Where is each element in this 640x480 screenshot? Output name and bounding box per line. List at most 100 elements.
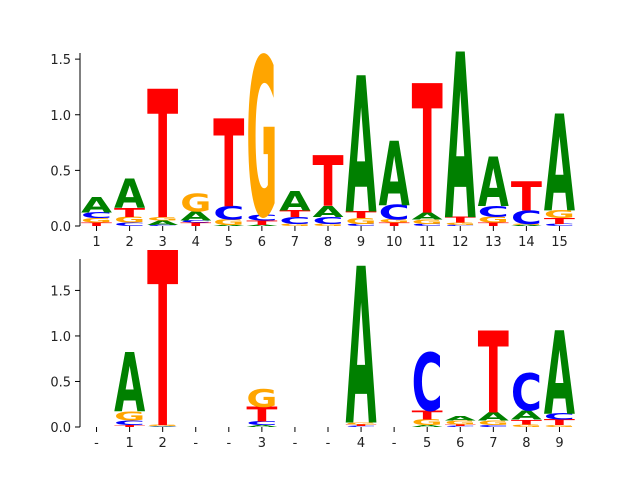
logo-letter-C: C	[312, 216, 343, 227]
logo-letter-G: G	[114, 216, 145, 225]
logo-letter-C: C	[114, 420, 145, 427]
logo-letter-A: A	[147, 219, 179, 226]
x-tick-label: -	[392, 436, 397, 451]
logo-letter-A: A	[544, 309, 575, 441]
logo-letter-T: T	[180, 222, 211, 227]
logo-letter-T: T	[478, 222, 509, 227]
x-tick-label: 2	[159, 436, 167, 451]
logo-letter-T: T	[445, 424, 476, 427]
logo-letter-A: A	[544, 89, 575, 243]
x-tick-label: -	[226, 436, 231, 451]
logo-letter-C: C	[246, 421, 277, 427]
logo-letter-A: A	[412, 425, 443, 428]
y-tick-label: 1.5	[50, 53, 71, 68]
logo-letter-G: G	[180, 188, 211, 217]
x-tick-label: -	[193, 436, 198, 451]
logo-letter-G: G	[412, 218, 443, 225]
logo-letter-T: T	[544, 418, 576, 427]
logo-letter-G: G	[81, 217, 112, 224]
logo-letter-G: G	[478, 420, 509, 427]
x-tick-label: 4	[192, 235, 200, 250]
logo-letter-A: A	[379, 124, 410, 227]
logo-letter-A: A	[246, 425, 277, 428]
x-tick-label: 7	[291, 235, 299, 250]
y-tick-label: 1.5	[50, 284, 71, 299]
logo-letter-T: T	[511, 174, 543, 221]
logo-letter-C: C	[445, 426, 476, 427]
logo-letter-T: T	[81, 222, 112, 227]
logo-letter-A: A	[346, 224, 377, 474]
logo-letter-C: C	[147, 225, 178, 227]
logo-letter-G: G	[246, 13, 277, 267]
logo-letter-C: C	[147, 426, 178, 427]
logo-letter-G: G	[412, 419, 443, 428]
logo-letter-A: A	[511, 225, 542, 227]
x-tick-label: 4	[357, 436, 365, 451]
x-tick-label: 8	[324, 235, 332, 250]
logo-letter-T: T	[279, 208, 311, 219]
logo-letter-T: T	[412, 48, 443, 255]
logo-letter-C: C	[544, 223, 575, 227]
logo-letter-C: C	[478, 425, 509, 428]
logo-letter-G: G	[147, 425, 178, 426]
logo-letter-A: A	[246, 225, 277, 227]
x-tick-label: 3	[258, 436, 266, 451]
logo-letter-C: C	[511, 207, 542, 229]
x-tick-label: 9	[555, 436, 563, 451]
x-tick-label: 14	[518, 235, 535, 250]
logo-letter-C: C	[213, 202, 244, 224]
logo-letter-C: C	[412, 338, 443, 430]
x-tick-label: 11	[419, 235, 436, 250]
logo-letter-T: T	[147, 201, 178, 480]
logo-letter-T: T	[213, 95, 244, 235]
logo-letter-T: T	[246, 403, 277, 427]
logo-letter-G: G	[511, 224, 542, 226]
logo-letter-T: T	[412, 408, 443, 423]
x-tick-label: 6	[258, 235, 266, 250]
logo-letter-G: G	[544, 208, 575, 221]
logo-letter-A: A	[114, 338, 145, 432]
logo-letter-G: G	[511, 424, 542, 428]
x-tick-label: 9	[357, 235, 365, 250]
logo-letter-C: C	[346, 223, 377, 227]
x-tick-label: 5	[225, 235, 233, 250]
logo-letter-C: C	[246, 214, 277, 223]
x-tick-label: 10	[386, 235, 403, 250]
logo-letter-T: T	[312, 141, 343, 223]
logo-letter-T: T	[544, 217, 576, 226]
logo-letter-G: G	[114, 409, 145, 424]
x-tick-label: 8	[522, 436, 530, 451]
logo-letter-A: A	[478, 410, 509, 423]
logo-letter-T: T	[478, 309, 509, 440]
logo-letter-A: A	[445, 8, 476, 271]
logo-letter-G: G	[246, 383, 277, 413]
y-tick-label: 0.0	[50, 421, 71, 436]
logo-letter-T: T	[114, 425, 145, 428]
logo-letter-G: G	[213, 218, 244, 227]
x-tick-label: 12	[452, 235, 469, 250]
x-tick-label: -	[326, 436, 331, 451]
logo-letter-A: A	[445, 415, 477, 422]
logo-letter-A: A	[81, 193, 112, 218]
x-tick-label: 5	[423, 436, 431, 451]
x-tick-label: -	[293, 436, 298, 451]
logo-letter-A: A	[114, 172, 145, 218]
logo-letter-C: C	[379, 201, 410, 225]
logo-letter-C: C	[346, 426, 377, 427]
x-tick-label: 15	[551, 235, 568, 250]
logo-letter-A: A	[478, 144, 509, 223]
logo-letter-C: C	[412, 223, 443, 227]
x-tick-label: -	[94, 436, 99, 451]
logo-letter-G: G	[279, 223, 310, 227]
x-tick-label: 1	[125, 436, 133, 451]
logo-letter-G: G	[346, 422, 377, 425]
y-tick-label: 0.5	[50, 375, 71, 390]
logo-letter-A: A	[180, 209, 211, 224]
logo-letter-T: T	[346, 209, 378, 220]
logo-letter-G: G	[312, 223, 343, 227]
x-tick-label: 6	[456, 436, 464, 451]
logo-letter-C: C	[445, 225, 476, 227]
